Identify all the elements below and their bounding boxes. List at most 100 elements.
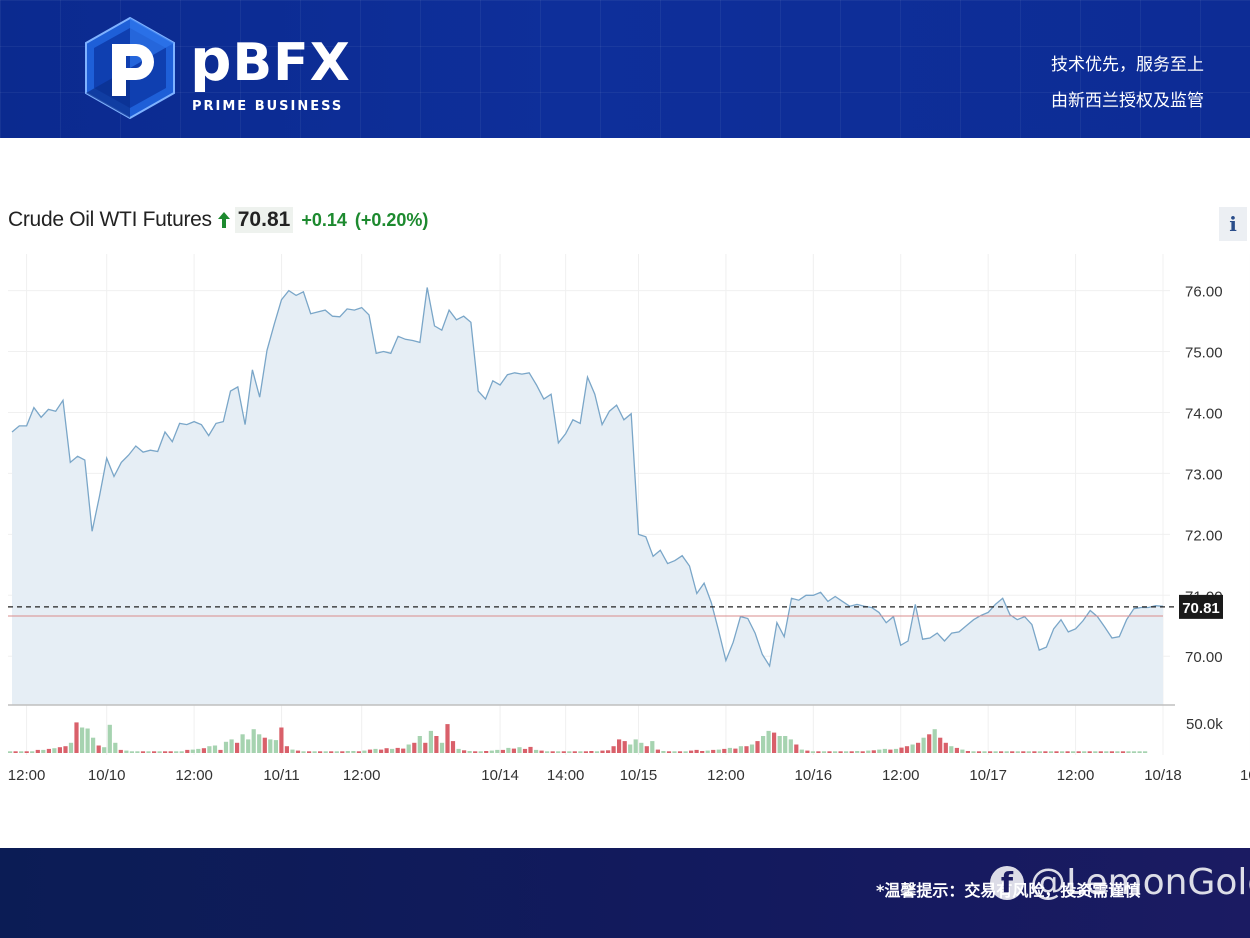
volume-bar	[1104, 751, 1109, 753]
x-tick-label: 12:00	[343, 767, 381, 784]
volume-bar	[954, 747, 959, 753]
price-line	[11, 287, 1164, 668]
volume-bar	[788, 739, 793, 753]
volume-bar	[218, 749, 223, 753]
volume-bar	[534, 749, 539, 753]
volume-axis-label: 50.0k	[1186, 716, 1223, 733]
volume-bar	[1115, 751, 1120, 753]
volume-bar	[268, 739, 273, 753]
info-button[interactable]: i	[1219, 207, 1247, 241]
volume-bar	[273, 740, 278, 753]
volume-bar	[1004, 751, 1009, 753]
volume-bar	[19, 751, 24, 753]
volume-bar	[628, 744, 633, 753]
volume-bar	[1060, 751, 1065, 753]
volume-bar	[30, 751, 35, 753]
current-price-label: 70.81	[1182, 600, 1220, 617]
y-tick-label: 76.00	[1185, 284, 1223, 301]
volume-bar	[611, 746, 616, 753]
volume-bar	[556, 751, 561, 753]
volume-bar	[683, 751, 688, 753]
volume-bar	[312, 751, 317, 753]
volume-bar	[589, 751, 594, 753]
volume-bar	[428, 730, 433, 753]
volume-bar	[373, 748, 378, 753]
volume-bar	[462, 750, 467, 753]
volume-bar	[965, 751, 970, 753]
volume-bar	[567, 751, 572, 753]
volume-bar	[1032, 751, 1037, 753]
volume-bar	[423, 742, 428, 753]
volume-bar	[882, 748, 887, 753]
volume-bar	[473, 751, 478, 753]
volume-bar	[80, 727, 85, 753]
volume-bar	[982, 751, 987, 753]
volume-bar	[938, 737, 943, 753]
volume-bar	[356, 751, 361, 753]
volume-bar	[993, 751, 998, 753]
volume-bar	[700, 751, 705, 753]
volume-bar	[1098, 751, 1103, 753]
volume-bar	[943, 742, 948, 753]
volume-bar	[855, 751, 860, 753]
volume-bar	[1143, 751, 1148, 753]
volume-bar	[838, 751, 843, 753]
volume-bar	[594, 751, 600, 753]
volume-bar	[229, 739, 234, 753]
volume-bar	[46, 748, 51, 753]
volume-bar	[694, 749, 699, 753]
volume-bar	[495, 749, 500, 753]
volume-bar	[545, 751, 550, 753]
volume-bar	[689, 750, 694, 753]
volume-bar	[794, 744, 799, 753]
volume-bar	[871, 750, 876, 753]
volume-bar	[727, 747, 732, 753]
volume-bar	[1137, 751, 1142, 753]
volume-bar	[976, 751, 982, 753]
volume-bar	[738, 746, 743, 753]
y-tick-label: 70.00	[1185, 649, 1223, 666]
volume-bar	[401, 748, 406, 753]
volume-bar	[445, 724, 450, 753]
volume-bar	[140, 751, 146, 753]
y-tick-label: 72.00	[1185, 527, 1223, 544]
volume-bar	[904, 746, 910, 753]
volume-bar	[999, 751, 1004, 753]
volume-bar	[124, 750, 129, 753]
volume-bar	[68, 742, 74, 753]
volume-bar	[345, 751, 350, 753]
x-tick-label: 12:00	[175, 767, 213, 784]
volume-bar	[860, 751, 865, 753]
volume-bar	[1071, 751, 1076, 753]
volume-bar	[395, 747, 400, 753]
volume-bar	[733, 748, 738, 753]
volume-bar	[1082, 751, 1087, 753]
volume-bar	[921, 737, 926, 753]
volume-bar	[927, 734, 932, 753]
volume-bar	[606, 750, 611, 753]
volume-bar	[783, 736, 788, 753]
volume-bar	[971, 751, 976, 753]
volume-bar	[1093, 751, 1098, 753]
volume-bar	[666, 751, 672, 753]
volume-bar	[113, 742, 118, 753]
volume-bar	[639, 742, 644, 753]
volume-bar	[1015, 751, 1020, 753]
price-chart[interactable]: 76.0075.0074.0073.0072.0071.0070.0070.81…	[0, 250, 1250, 800]
volume-bar	[74, 722, 79, 753]
volume-bar	[899, 747, 904, 753]
volume-bar	[550, 751, 555, 753]
volume-bar	[185, 749, 190, 753]
volume-bar	[821, 751, 827, 753]
volume-bar	[705, 750, 710, 753]
volume-bar	[506, 747, 511, 753]
brand-subtitle: PRIME BUSINESS	[192, 99, 344, 114]
volume-bar	[223, 741, 229, 753]
volume-bar	[107, 724, 112, 753]
facebook-icon: f	[990, 865, 1024, 900]
volume-bar	[777, 736, 782, 753]
volume-bar	[810, 751, 815, 753]
x-tick-label: 14:00	[547, 767, 585, 784]
x-tick-label: 12:00	[8, 767, 46, 784]
volume-bar	[379, 749, 384, 753]
